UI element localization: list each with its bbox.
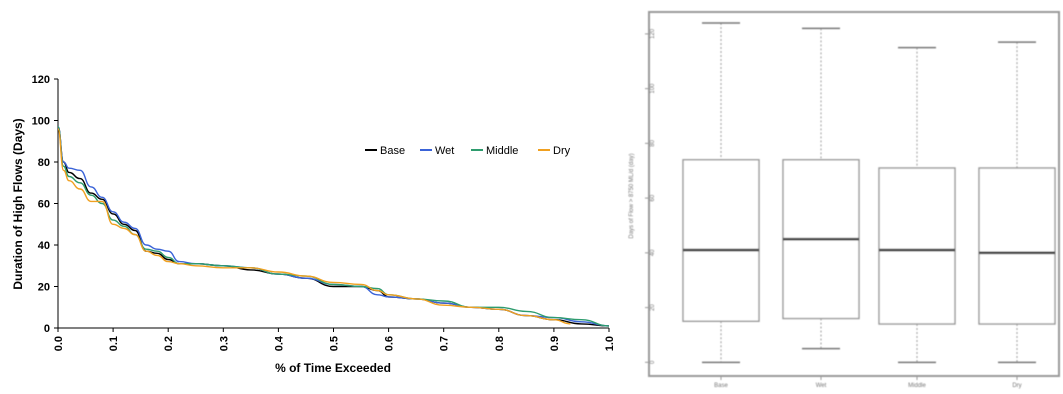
series-line-base [57, 126, 610, 327]
x-tick-label: 0.4 [273, 335, 285, 351]
boxplot-y-ticks: 0 20 40 60 80 100 120 [645, 28, 656, 364]
bp-x-tick-label: Dry [1012, 383, 1021, 389]
legend-label-dry: Dry [553, 145, 571, 157]
y-tick-label: 60 [38, 199, 50, 211]
line-chart-y-ticks: 0 20 40 60 80 100 120 [32, 74, 58, 335]
boxplot-middle [878, 46, 956, 364]
x-tick-label: 0.7 [439, 336, 451, 351]
series-line-middle [57, 126, 610, 327]
legend-label-middle: Middle [486, 145, 518, 157]
bp-x-tick-label: Base [714, 383, 728, 389]
y-tick-label: 40 [38, 240, 50, 252]
line-chart-x-ticks: 0.0 0.1 0.2 0.3 0.4 0.5 0.6 0.7 0.8 0.9 1.0 [53, 328, 616, 351]
x-tick-label: 0.0 [53, 336, 65, 351]
bp-y-tick-label: 40 [650, 249, 656, 256]
bp-x-tick-label: Middle [908, 383, 926, 389]
boxplot-plot-frame [648, 11, 1060, 377]
boxplot-base [682, 22, 760, 364]
bp-y-tick-label: 0 [650, 360, 656, 364]
series-line-dry [57, 128, 571, 325]
bp-y-tick-label: 60 [650, 194, 656, 201]
bp-x-tick-label: Wet [816, 383, 827, 389]
duration-line-chart: 0 20 40 60 80 100 120 0.0 0.1 0.2 0.3 0.4 0.5 0.6 0.7… [11, 74, 616, 375]
box-iqr [878, 167, 956, 325]
x-tick-label: 1.0 [604, 336, 616, 351]
y-tick-label: 20 [38, 282, 50, 294]
legend-label-wet: Wet [435, 145, 454, 157]
x-tick-label: 0.5 [329, 336, 341, 351]
x-tick-label: 0.3 [218, 336, 230, 351]
series-line-wet [57, 126, 610, 327]
line-chart-x-axis-title: % of Time Exceeded [275, 361, 391, 375]
x-tick-label: 0.6 [384, 336, 396, 351]
y-tick-label: 80 [38, 157, 50, 169]
y-tick-label: 120 [32, 74, 50, 86]
x-tick-label: 0.2 [163, 336, 175, 351]
bp-y-tick-label: 80 [650, 139, 656, 146]
box-iqr [682, 159, 760, 322]
x-tick-label: 0.1 [108, 336, 120, 351]
box-iqr [978, 167, 1056, 325]
line-chart-y-axis-title: Duration of High Flows (Days) [11, 118, 25, 289]
bp-y-tick-label: 20 [650, 304, 656, 311]
line-chart-legend: Base Wet Middle Dry [365, 145, 571, 157]
x-tick-label: 0.9 [549, 336, 561, 351]
legend-label-base: Base [380, 145, 405, 157]
boxplot-boxes [682, 22, 1056, 364]
boxplot-x-ticks: Base Wet Middle Dry [714, 376, 1022, 389]
x-tick-label: 0.8 [494, 336, 506, 351]
boxplot-y-axis-title: Days of Flow > 8750 ML/d (day) [629, 153, 635, 238]
y-tick-label: 100 [32, 116, 50, 128]
y-tick-label: 0 [44, 323, 50, 335]
bp-y-tick-label: 100 [650, 83, 656, 94]
boxplot-chart: 0 20 40 60 80 100 120 Base Wet Middle Dry Days of… [629, 11, 1060, 389]
boxplot-wet [782, 27, 860, 350]
line-chart-series [57, 126, 610, 327]
bp-y-tick-label: 120 [650, 28, 656, 39]
line-chart-axes [57, 79, 609, 329]
boxplot-dry [978, 41, 1056, 364]
